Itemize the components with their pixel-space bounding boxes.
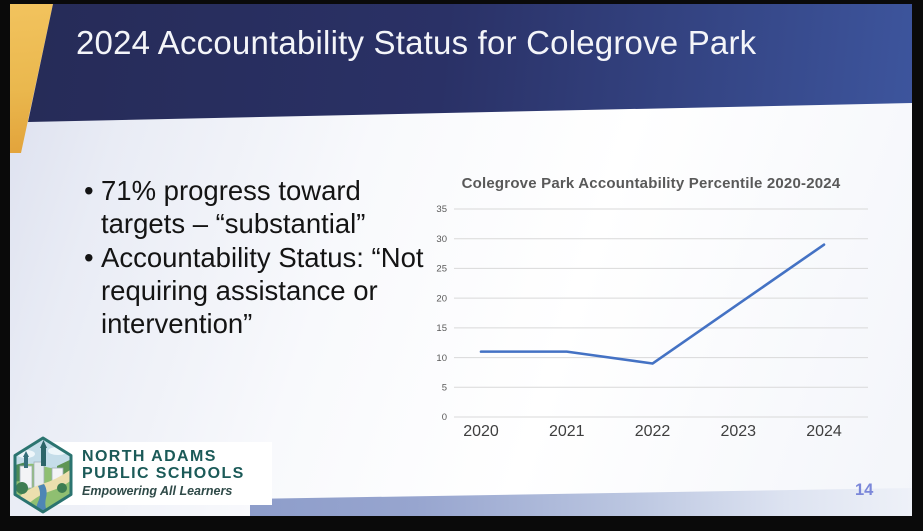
svg-text:25: 25 [436, 264, 447, 275]
logo-text-block: NORTH ADAMS PUBLIC SCHOOLS Empowering Al… [82, 448, 245, 499]
logo-background-band [40, 442, 272, 505]
svg-text:30: 30 [436, 234, 447, 245]
chart-title: Colegrove Park Accountability Percentile… [461, 175, 841, 192]
svg-text:2022: 2022 [635, 423, 671, 440]
accountability-chart-svg: 0 5 10 15 20 25 30 35 2020 2021 2022 2023 2024 [436, 204, 868, 440]
logo-tagline: Empowering All Learners [82, 484, 233, 498]
logo-name-line2: PUBLIC SCHOOLS [82, 465, 245, 482]
svg-text:15: 15 [436, 323, 447, 334]
svg-text:2020: 2020 [463, 423, 499, 440]
svg-text:2023: 2023 [720, 423, 756, 440]
bullet-progress: 71% progress toward targets – “substanti… [84, 174, 426, 241]
hexagon-cityscape-icon [13, 436, 73, 514]
svg-text:5: 5 [442, 382, 447, 393]
bullet-status: Accountability Status: “Not requiring as… [84, 241, 426, 341]
svg-text:10: 10 [436, 353, 447, 364]
svg-text:2021: 2021 [549, 423, 585, 440]
slide-title: 2024 Accountability Status for Colegrove… [76, 24, 757, 61]
title-header-band: 2024 Accountability Status for Colegrove… [28, 4, 912, 122]
slide-page-number: 14 [855, 481, 874, 499]
svg-text:20: 20 [436, 293, 447, 304]
presentation-slide: 2024 Accountability Status for Colegrove… [10, 4, 912, 516]
svg-text:35: 35 [436, 204, 447, 215]
bullet-list: 71% progress toward targets – “substanti… [84, 174, 426, 341]
accountability-percentile-chart: Colegrove Park Accountability Percentile… [420, 168, 882, 458]
svg-text:2024: 2024 [806, 423, 842, 440]
svg-text:0: 0 [442, 412, 447, 423]
logo-name-line1: NORTH ADAMS [82, 448, 217, 465]
